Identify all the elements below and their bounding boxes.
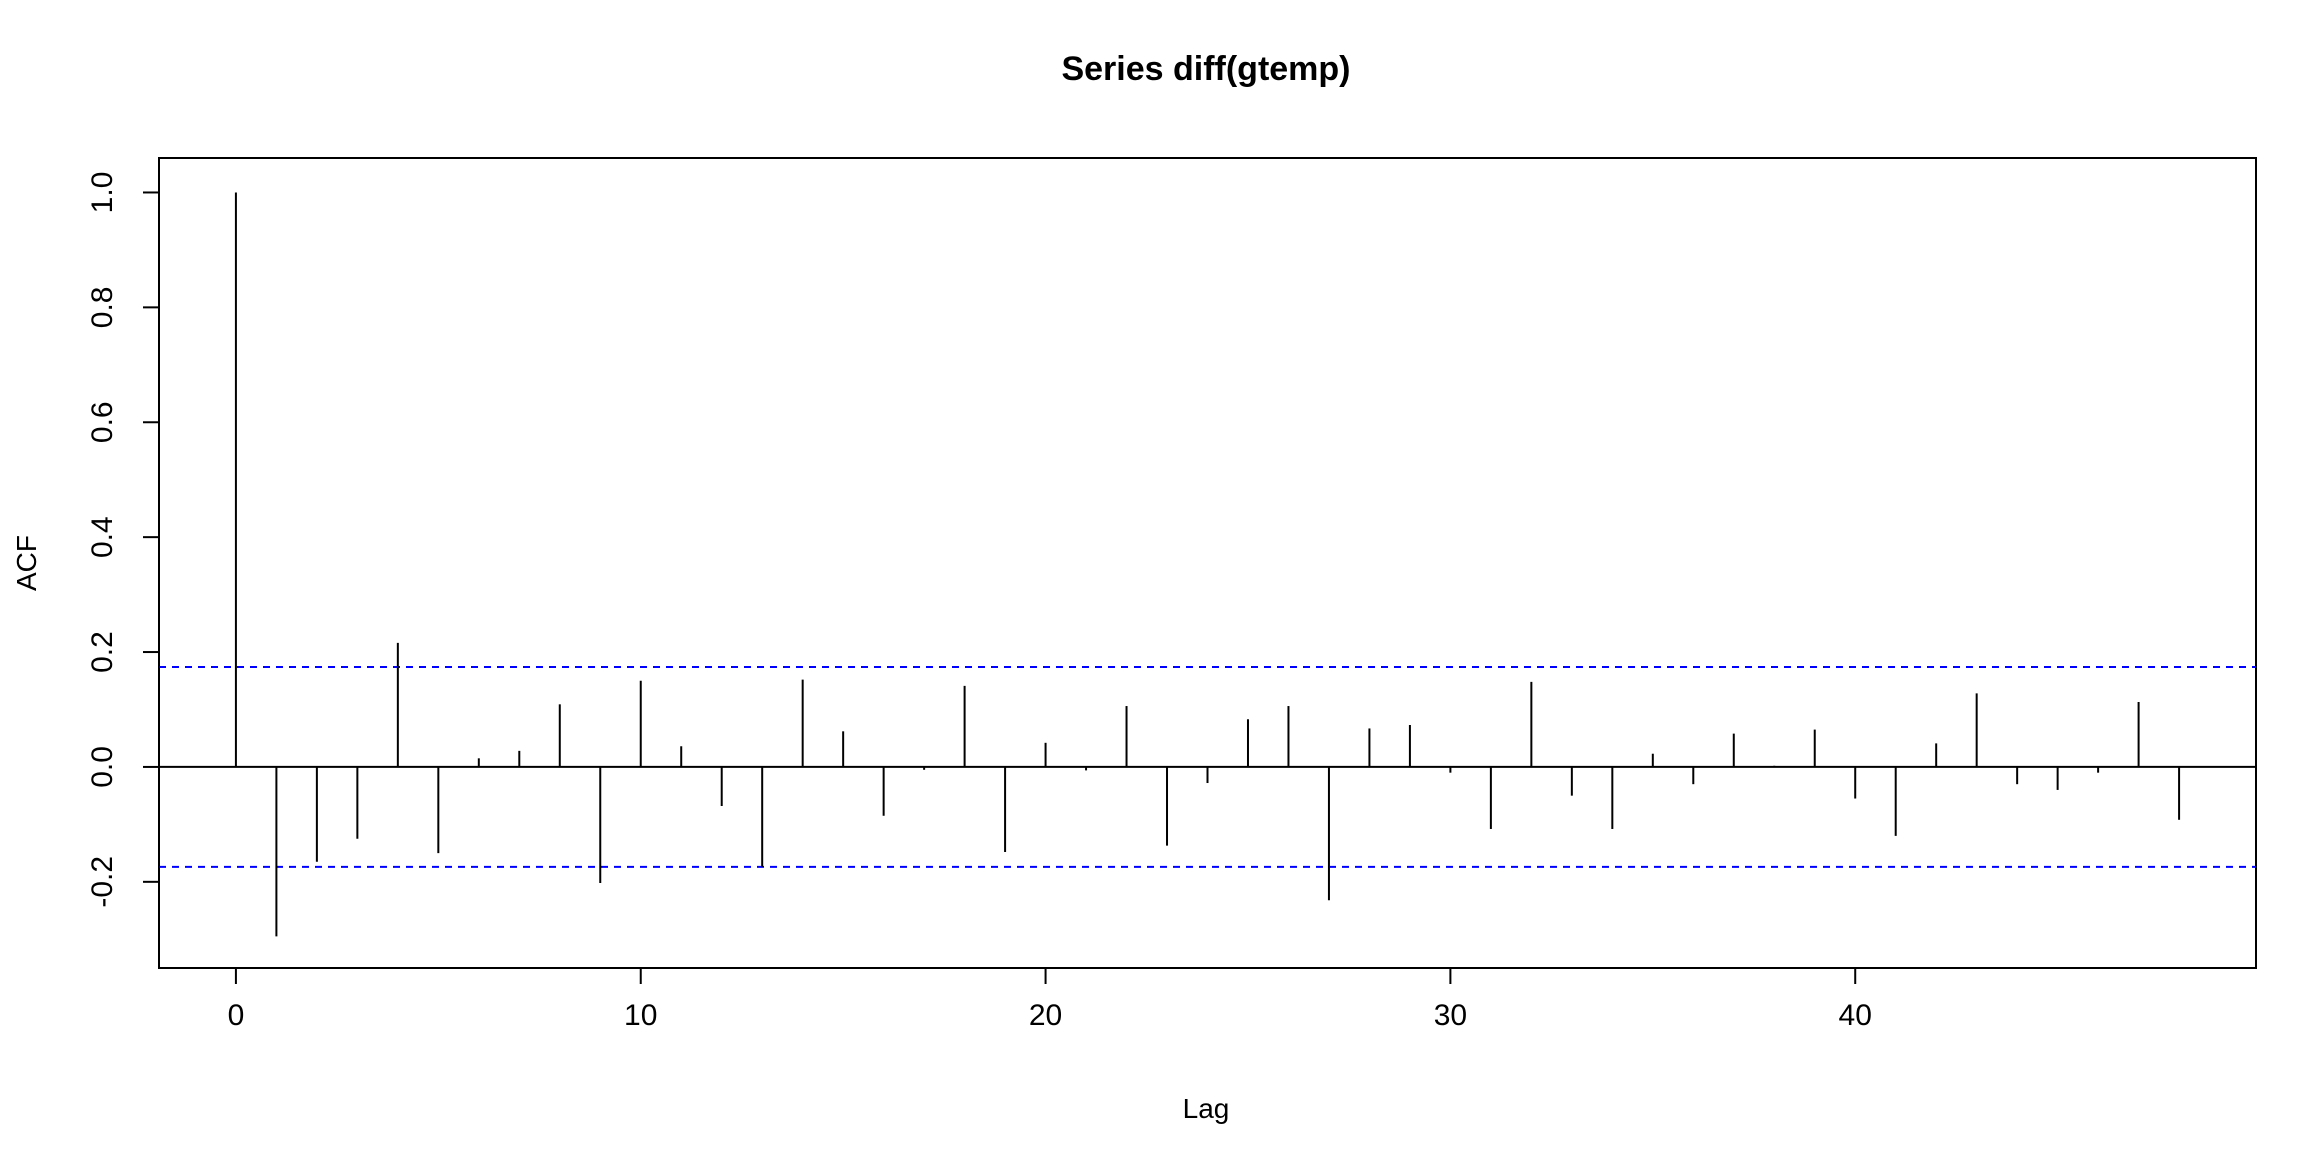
chart-title: Series diff(gtemp) (1061, 50, 1350, 88)
plot-frame (158, 157, 2257, 969)
y-axis: -0.2 0.0 0.2 0.4 0.6 0.8 1.0 (86, 172, 160, 908)
y-tick-label: 0.4 (86, 516, 119, 558)
y-tick-label: 0.8 (86, 287, 119, 329)
x-tick-label: 10 (624, 999, 657, 1032)
chart-marks (159, 192, 2256, 937)
x-tick-label: 0 (228, 999, 245, 1032)
y-tick-label: 1.0 (86, 172, 119, 214)
y-tick-label: 0.6 (86, 401, 119, 443)
x-axis-label: Lag (1183, 1093, 1230, 1124)
x-tick-label: 20 (1029, 999, 1062, 1032)
x-tick-label: 30 (1434, 999, 1467, 1032)
y-axis-label: ACF (11, 535, 42, 591)
x-axis: 0 10 20 30 40 (228, 967, 1872, 1032)
y-tick-label: 0.0 (86, 746, 119, 788)
y-tick-label: -0.2 (86, 856, 119, 908)
x-tick-label: 40 (1839, 999, 1872, 1032)
y-tick-label: 0.2 (86, 631, 119, 673)
